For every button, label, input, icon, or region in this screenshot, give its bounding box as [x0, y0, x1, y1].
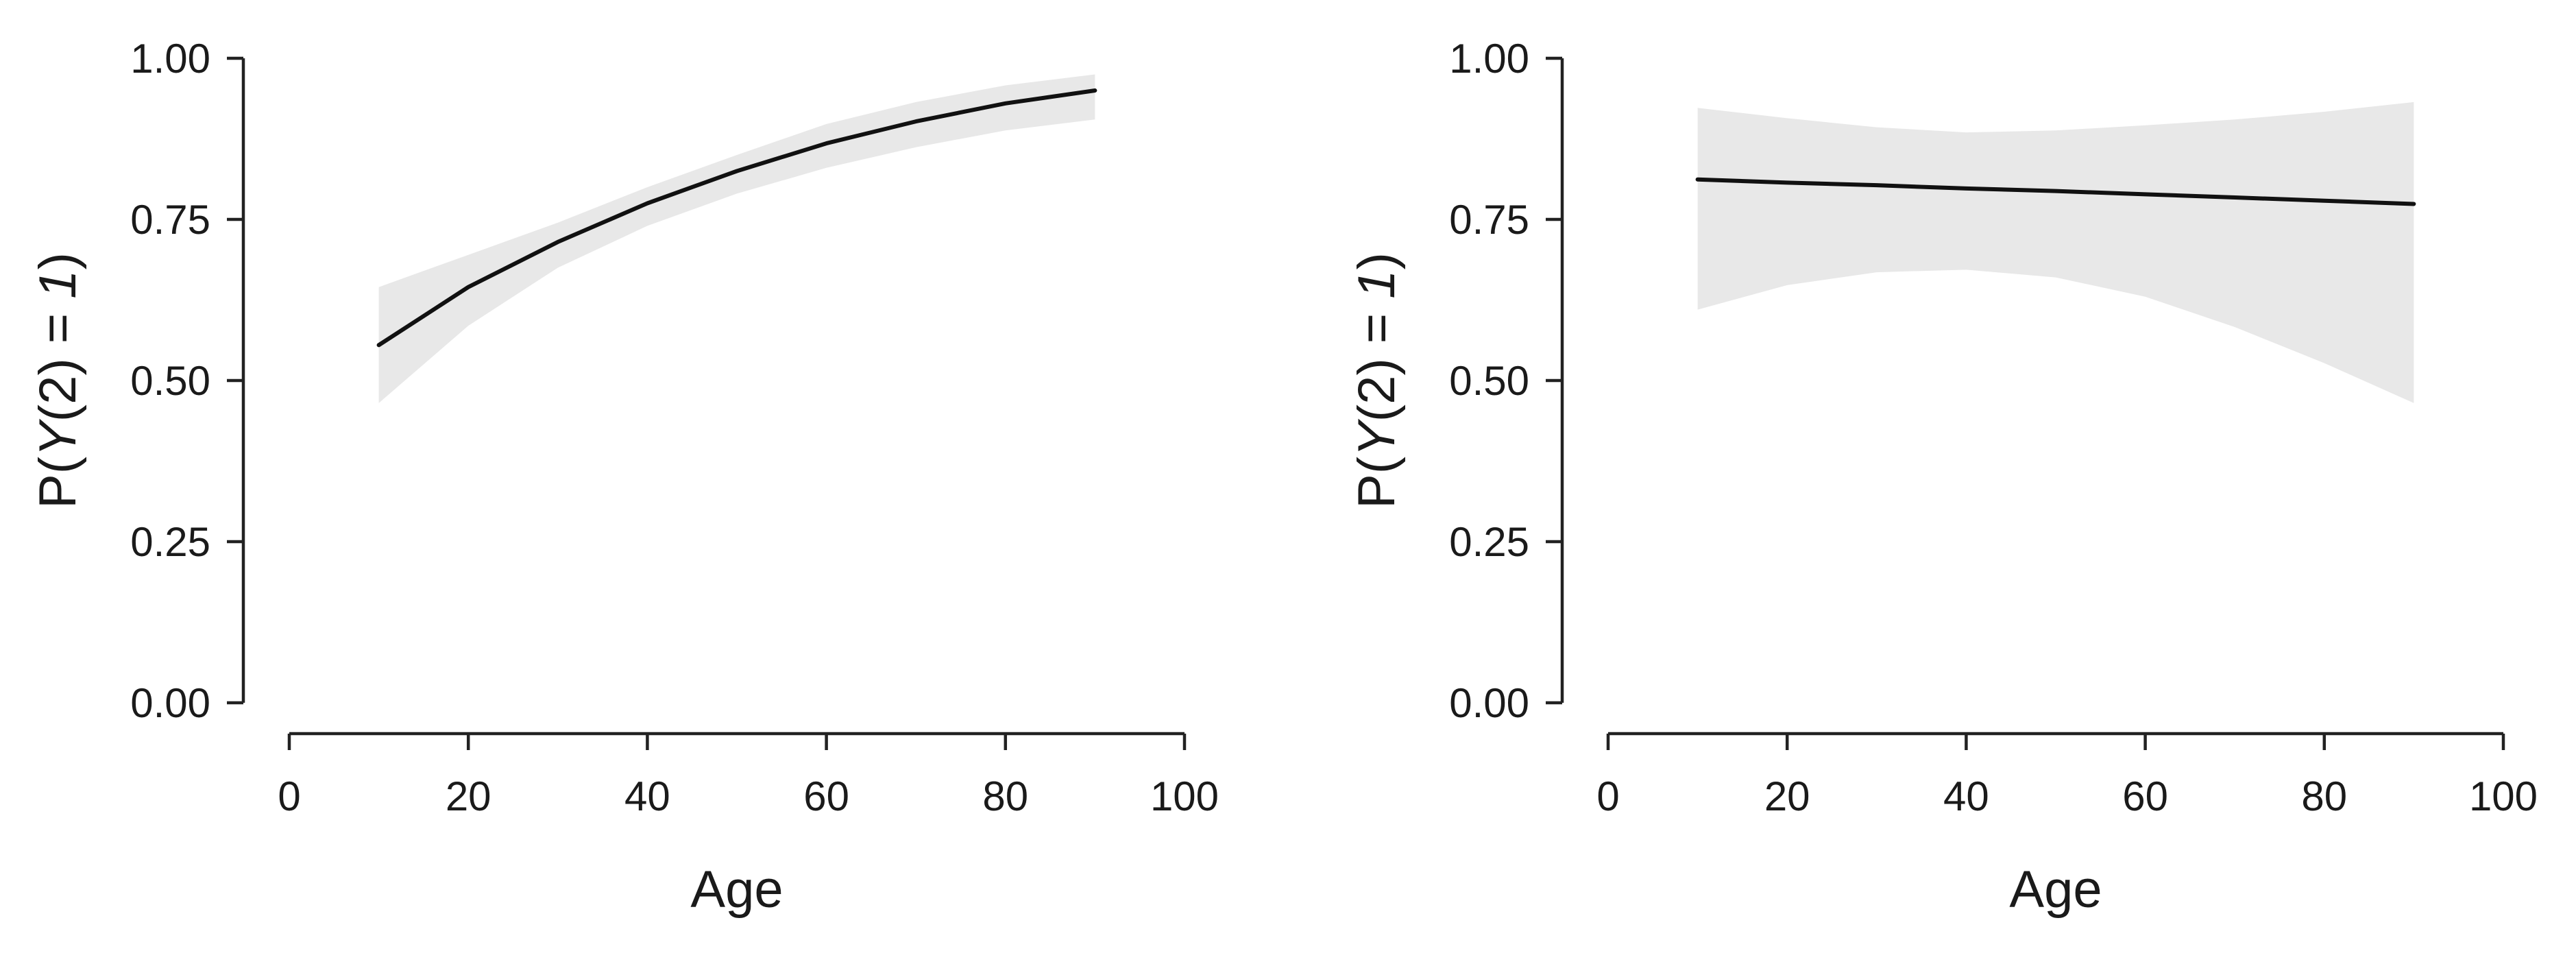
x-tick-label: 20 — [1764, 773, 1810, 819]
x-tick-label: 100 — [2469, 773, 2538, 819]
series-line — [1695, 177, 2416, 206]
x-tick-label: 40 — [1943, 773, 1989, 819]
y-tick-label: 0.25 — [130, 519, 210, 565]
y-axis-title-part: ) — [29, 252, 87, 269]
y-axis-title-part: P( — [1348, 457, 1406, 509]
confidence-band — [1697, 101, 2414, 403]
y-axis-title-part: ) — [1348, 252, 1406, 269]
y-axis-title-part: 1 — [29, 269, 87, 298]
x-axis-title: Age — [690, 860, 783, 919]
series-line — [376, 88, 1097, 348]
y-tick-label: 1.00 — [130, 36, 210, 82]
y-axis-title-part: Y — [29, 418, 87, 457]
y-tick-label: 0.75 — [1449, 197, 1529, 243]
y-axis-title-part: P( — [29, 457, 87, 509]
y-tick-label: 0.25 — [1449, 519, 1529, 565]
y-axis-title: P(Y(2) = 1) — [1348, 252, 1406, 509]
y-axis-title-part: (2) = — [29, 299, 87, 422]
y-tick-label: 0.50 — [1449, 358, 1529, 404]
y-tick-label: 0.75 — [130, 197, 210, 243]
y-axis-title-part: 1 — [1348, 269, 1406, 298]
x-axis-title: Age — [2009, 860, 2102, 919]
y-tick-label: 0.50 — [130, 358, 210, 404]
x-tick-label: 60 — [2122, 773, 2168, 819]
x-tick-label: 80 — [982, 773, 1028, 819]
y-axis-title-part: Y — [1348, 418, 1406, 457]
y-axis-title: P(Y(2) = 1) — [29, 252, 87, 509]
chart-right: 0.00 0.25 0.50 0.75 1.00 0 20 40 60 80 100 Age P(Y(2… — [1348, 36, 2538, 919]
x-tick-label: 0 — [1596, 773, 1619, 819]
y-tick-label: 0.00 — [1449, 680, 1529, 726]
x-tick-label: 80 — [2301, 773, 2347, 819]
x-tick-label: 0 — [278, 773, 300, 819]
x-tick-label: 20 — [446, 773, 491, 819]
x-tick-label: 100 — [1150, 773, 1219, 819]
chart-left: 0.00 0.25 0.50 0.75 1.00 0 20 40 60 80 100 Age P(Y(2… — [29, 36, 1219, 919]
y-tick-label: 0.00 — [130, 680, 210, 726]
x-tick-label: 60 — [803, 773, 849, 819]
y-axis-title-part: (2) = — [1348, 299, 1406, 422]
y-tick-label: 1.00 — [1449, 36, 1529, 82]
confidence-band — [378, 74, 1095, 403]
x-tick-label: 40 — [624, 773, 670, 819]
